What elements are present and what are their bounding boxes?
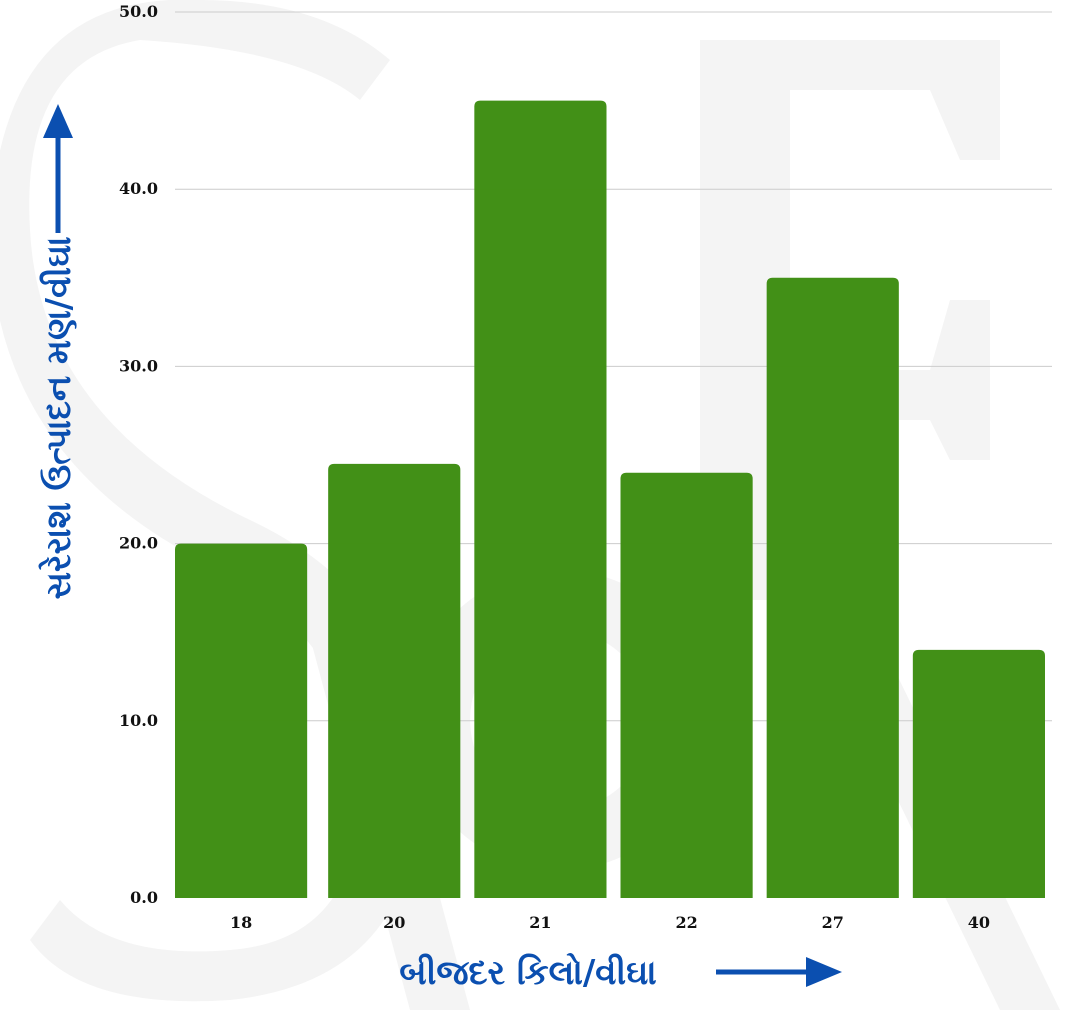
x-axis-arrow-icon xyxy=(806,957,842,987)
bars xyxy=(175,100,1045,899)
bar-40 xyxy=(912,649,1045,898)
y-tick-label: 50.0 xyxy=(119,2,158,21)
y-axis-title-group: સરેરાશ ઉત્પાદન મણ/વીઘા xyxy=(38,104,79,600)
x-tick-label: 18 xyxy=(230,913,252,932)
x-tick-label: 40 xyxy=(968,913,990,932)
bar-27 xyxy=(766,277,899,898)
y-tick-label: 30.0 xyxy=(119,356,158,375)
bar-18 xyxy=(175,543,308,898)
x-axis-ticks: 18 20 21 22 27 40 xyxy=(230,913,990,932)
bar-22 xyxy=(620,472,753,898)
y-tick-label: 0.0 xyxy=(130,888,158,907)
y-tick-label: 20.0 xyxy=(119,534,158,553)
y-tick-label: 10.0 xyxy=(119,711,158,730)
x-tick-label: 21 xyxy=(529,913,551,932)
bar-21 xyxy=(474,100,607,899)
y-axis-title: સરેરાશ ઉત્પાદન મણ/વીઘા xyxy=(38,236,79,599)
x-axis-title-group: બીજદર કિલો/વીઘા xyxy=(399,952,842,993)
y-axis-arrow-icon xyxy=(43,104,73,138)
bar-20 xyxy=(328,463,461,898)
grid-lines xyxy=(175,11,1052,722)
x-tick-label: 22 xyxy=(675,913,697,932)
x-tick-label: 27 xyxy=(822,913,844,932)
x-axis-title: બીજદર કિલો/વીઘા xyxy=(399,952,656,993)
y-tick-label: 40.0 xyxy=(119,179,158,198)
x-tick-label: 20 xyxy=(383,913,405,932)
y-axis-ticks: 0.0 10.0 20.0 30.0 40.0 50.0 xyxy=(119,2,158,907)
